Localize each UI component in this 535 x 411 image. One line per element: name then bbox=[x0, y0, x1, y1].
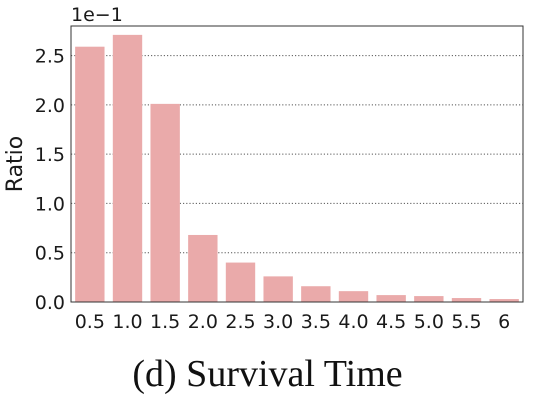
y-tick-label: 2.0 bbox=[35, 95, 65, 117]
bar bbox=[338, 291, 369, 302]
y-tick-label: 1.5 bbox=[35, 144, 65, 166]
bar bbox=[188, 234, 218, 302]
x-tick-label: 5.5 bbox=[451, 311, 481, 333]
x-tick-label: 5.0 bbox=[414, 311, 444, 333]
bar bbox=[376, 295, 406, 302]
x-tick-label: 0.5 bbox=[75, 311, 105, 333]
bar bbox=[301, 286, 331, 302]
y-tick-label: 0.0 bbox=[35, 292, 65, 314]
bar bbox=[489, 299, 519, 302]
x-axis-ticks: 0.5 1.0 1.5 2.0 2.5 3.0 3.5 4.0 4.5 5.0 5.5 6 bbox=[75, 311, 510, 333]
y-tick-label: 1.0 bbox=[35, 193, 65, 215]
bar-chart: 0.0 0.5 1.0 1.5 2.0 2.5 0.5 1.0 1.5 2.0 2.5 3.0 3.5… bbox=[3, 4, 524, 333]
bar bbox=[150, 103, 180, 302]
x-tick-label: 1.5 bbox=[150, 311, 180, 333]
bar bbox=[263, 276, 293, 302]
bar bbox=[414, 296, 444, 302]
x-tick-label: 1.0 bbox=[112, 311, 142, 333]
x-tick-label: 4.0 bbox=[338, 311, 368, 333]
y-axis-ticks: 0.0 0.5 1.0 1.5 2.0 2.5 bbox=[35, 46, 65, 314]
bar bbox=[112, 34, 143, 302]
x-tick-label: 2.5 bbox=[225, 311, 255, 333]
x-tick-label: 2.0 bbox=[188, 311, 218, 333]
x-tick-label: 3.0 bbox=[263, 311, 293, 333]
x-tick-label: 6 bbox=[498, 311, 510, 333]
bars bbox=[75, 34, 519, 303]
bar bbox=[75, 46, 105, 303]
figure-caption: (d) Survival Time bbox=[132, 353, 403, 395]
bar bbox=[451, 298, 482, 302]
x-tick-label: 4.5 bbox=[376, 311, 406, 333]
x-tick-label: 3.5 bbox=[301, 311, 331, 333]
y-scale-label: 1e−1 bbox=[71, 4, 123, 26]
y-tick-label: 2.5 bbox=[35, 46, 65, 68]
y-tick-label: 0.5 bbox=[35, 243, 65, 265]
y-axis-label: Ratio bbox=[3, 136, 28, 192]
bar bbox=[225, 262, 256, 302]
plot-frame bbox=[70, 25, 524, 303]
